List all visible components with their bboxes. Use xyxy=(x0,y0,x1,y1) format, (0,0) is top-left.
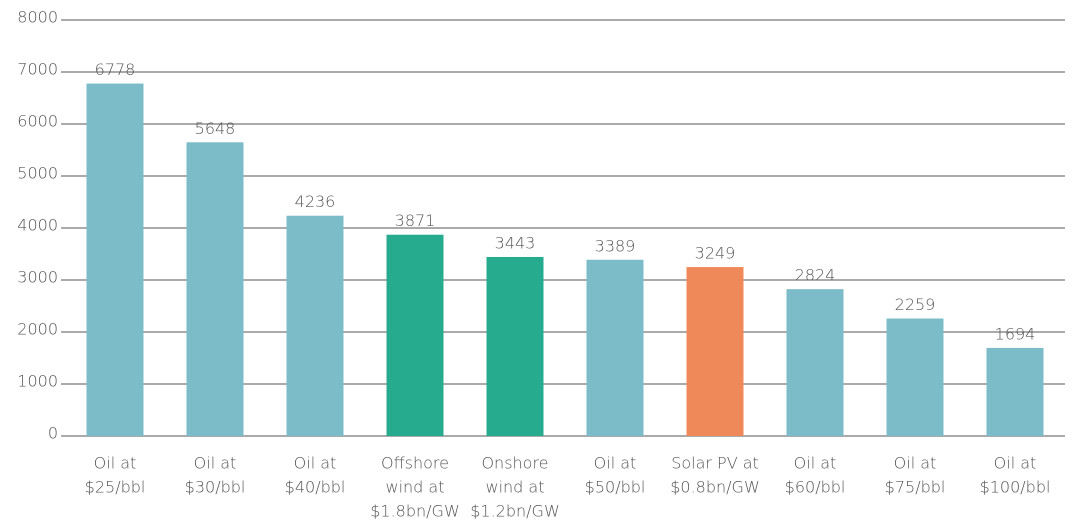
x-tick-label: $100/bbl xyxy=(980,478,1051,497)
x-tick-label: Oil at xyxy=(194,454,237,473)
x-tick-label: wind at xyxy=(486,478,545,497)
bar xyxy=(286,215,344,436)
bar xyxy=(86,83,144,436)
y-tick-label: 6000 xyxy=(17,112,58,131)
x-tick-label: Oil at xyxy=(94,454,137,473)
x-tick-label: wind at xyxy=(386,478,445,497)
x-tick-label: $50/bbl xyxy=(585,478,646,497)
y-tick-label: 3000 xyxy=(17,268,58,287)
bar xyxy=(586,259,644,436)
data-label: 2259 xyxy=(895,295,936,314)
data-label: 3249 xyxy=(695,244,736,263)
bar xyxy=(186,142,244,436)
x-tick-label: Oil at xyxy=(794,454,837,473)
data-label: 3443 xyxy=(495,233,536,252)
x-tick-label: $60/bbl xyxy=(785,478,846,497)
x-tick-label: $1.2bn/GW xyxy=(470,502,560,521)
bar xyxy=(686,267,744,436)
data-label: 3389 xyxy=(595,236,636,255)
x-tick-label: $40/bbl xyxy=(285,478,346,497)
bar xyxy=(486,256,544,436)
x-tick-label: Solar PV at xyxy=(671,454,759,473)
y-tick-label: 8000 xyxy=(17,8,58,27)
x-tick-label: $25/bbl xyxy=(85,478,146,497)
y-tick-label: 5000 xyxy=(17,164,58,183)
bar xyxy=(886,318,944,436)
bar xyxy=(386,234,444,436)
x-tick-label: Onshore xyxy=(481,454,548,473)
data-label: 1694 xyxy=(995,324,1036,343)
bar xyxy=(986,347,1044,436)
data-label: 3871 xyxy=(395,211,436,230)
y-tick-label: 2000 xyxy=(17,320,58,339)
data-label: 5648 xyxy=(195,119,236,138)
x-tick-label: Oil at xyxy=(294,454,337,473)
x-tick-label: $30/bbl xyxy=(185,478,246,497)
y-tick-label: 7000 xyxy=(17,60,58,79)
x-tick-label: Oil at xyxy=(594,454,637,473)
y-tick-label: 1000 xyxy=(17,372,58,391)
x-tick-label: $1.8bn/GW xyxy=(370,502,460,521)
bar xyxy=(786,289,844,436)
data-label: 2824 xyxy=(795,266,836,285)
x-tick-label: Offshore xyxy=(381,454,449,473)
x-tick-label: $75/bbl xyxy=(885,478,946,497)
x-tick-label: Oil at xyxy=(994,454,1037,473)
data-label: 6778 xyxy=(95,60,136,79)
data-label: 4236 xyxy=(295,192,336,211)
x-tick-label: $0.8bn/GW xyxy=(670,478,760,497)
x-tick-label: Oil at xyxy=(894,454,937,473)
y-tick-label: 4000 xyxy=(17,216,58,235)
y-tick-label: 0 xyxy=(48,424,58,443)
